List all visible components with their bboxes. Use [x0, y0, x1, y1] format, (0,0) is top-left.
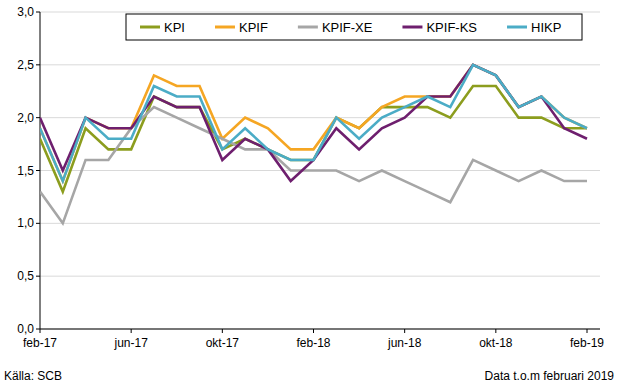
legend-label: HIKP [531, 20, 561, 35]
legend-label: KPI [164, 20, 185, 35]
legend-label: KPIF [239, 20, 268, 35]
x-tick [404, 329, 405, 333]
y-tick [36, 12, 40, 13]
y-tick-label: 3,0 [17, 5, 34, 19]
x-tick-label: jun-17 [113, 336, 148, 350]
y-tick-label: 1,0 [17, 216, 34, 230]
y-tick-label: 0,0 [17, 322, 34, 336]
x-tick [40, 329, 41, 333]
y-tick [36, 276, 40, 277]
y-tick-label: 1,5 [17, 164, 34, 178]
series-line [40, 65, 587, 181]
legend-swatch [402, 26, 422, 29]
legend-label: KPIF-XE [322, 20, 373, 35]
grid-line [40, 223, 600, 224]
y-tick-label: 2,0 [17, 111, 34, 125]
y-tick [36, 223, 40, 224]
plot-area [40, 65, 587, 224]
x-tick-label: okt-18 [479, 336, 513, 350]
series-line [40, 107, 587, 223]
legend-swatch [215, 26, 235, 29]
y-tick-label: 0,5 [17, 269, 34, 283]
grid-line [40, 276, 600, 277]
grid-line [40, 64, 600, 65]
legend [126, 14, 582, 40]
series-line [40, 65, 587, 181]
grid-line [40, 329, 600, 330]
x-tick-label: feb-17 [23, 336, 57, 350]
annotation: Data t.o.m februari 2019 [485, 369, 615, 383]
x-tick-label: jun-18 [387, 336, 422, 350]
series-line [40, 65, 587, 181]
x-tick [587, 329, 588, 333]
y-tick-label: 2,5 [17, 58, 34, 72]
y-axis [40, 12, 41, 329]
annotation: Källa: SCB [4, 369, 62, 383]
x-tick [495, 329, 496, 333]
grid-line [40, 117, 600, 118]
x-tick-label: feb-18 [296, 336, 330, 350]
legend-swatch [507, 26, 527, 29]
legend-label: KPIF-KS [426, 20, 477, 35]
x-tick [313, 329, 314, 333]
x-axis [40, 329, 600, 330]
y-tick [36, 170, 40, 171]
y-tick [36, 117, 40, 118]
legend-swatch [298, 26, 318, 29]
y-tick [36, 329, 40, 330]
x-tick-label: okt-17 [206, 336, 240, 350]
chart: 0,0 0,5 1,0 1,5 2,0 2,5 3,0 feb-17 jun-17 okt-17 f… [0, 0, 638, 387]
y-tick [36, 64, 40, 65]
x-tick [222, 329, 223, 333]
grid-line [40, 12, 600, 13]
x-tick [131, 329, 132, 333]
legend-swatch [140, 26, 160, 29]
x-tick-label: feb-19 [570, 336, 604, 350]
